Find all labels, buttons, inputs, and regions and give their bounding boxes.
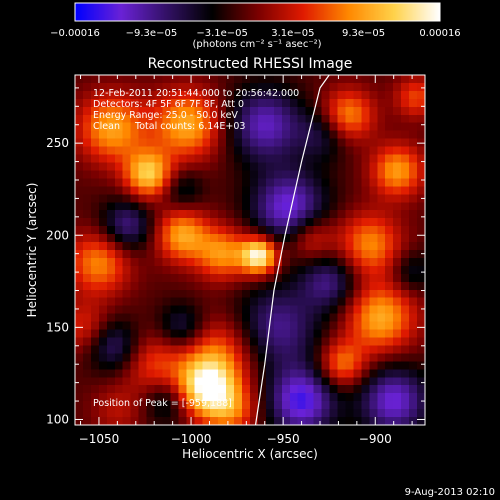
x-tick-label: −1000: [171, 432, 212, 446]
colorbar-tick-label: −3.1e−05: [196, 28, 248, 39]
chart-title: Reconstructed RHESSI Image: [148, 56, 353, 72]
colorbar-tick-label: 9.3e−05: [342, 28, 385, 39]
x-tick-label: −950: [267, 432, 300, 446]
x-tick-label: −900: [359, 432, 392, 446]
observation-info: 12-Feb-2011 20:51:44.000 to 20:56:42.000…: [93, 88, 299, 132]
colorbar-tick-label: −0.00016: [50, 28, 100, 39]
detectors-text: Detectors: 4F 5F 6F 7F 8F, Att 0: [93, 99, 244, 110]
y-tick-label: 200: [46, 228, 69, 242]
y-tick-label: 250: [46, 136, 69, 150]
colorbar-tick-label: 0.00016: [419, 28, 460, 39]
y-axis-label: Heliocentric Y (arcsec): [25, 183, 39, 318]
x-axis-label: Heliocentric X (arcsec): [182, 447, 318, 461]
energy-range-text: Energy Range: 25.0 - 50.0 keV: [93, 110, 238, 121]
colorbar: −0.00016 −9.3e−05 −3.1e−05 3.1e−05 9.3e−05 0.…: [50, 2, 461, 50]
colorbar-tick-label: −9.3e−05: [126, 28, 178, 39]
heatmap-image: [75, 75, 425, 425]
axis-ticks: −1050 −1000 −950 −900 100 150 200 250: [46, 75, 425, 446]
colorbar-tick-label: 3.1e−05: [271, 28, 314, 39]
time-range-text: 12-Feb-2011 20:51:44.000 to 20:56:42.000: [93, 88, 299, 99]
peak-position-text: Position of Peak = [-959,188]: [93, 398, 232, 409]
colorbar-gradient: [75, 3, 440, 21]
clean-counts-text: Clean Total counts: 6.14E+03: [93, 121, 245, 132]
y-tick-label: 100: [46, 412, 69, 426]
solar-limb-curve: [254, 74, 330, 426]
y-tick-label: 150: [46, 320, 69, 334]
plot-frame: [74, 74, 426, 426]
x-tick-label: −1050: [79, 432, 120, 446]
colorbar-ticks: −0.00016 −9.3e−05 −3.1e−05 3.1e−05 9.3e−05 0.…: [50, 28, 461, 39]
colorbar-unit-label: (photons cm⁻² s⁻¹ asec⁻²): [192, 39, 321, 50]
footer-date: 9-Aug-2013 02:10: [405, 487, 495, 498]
